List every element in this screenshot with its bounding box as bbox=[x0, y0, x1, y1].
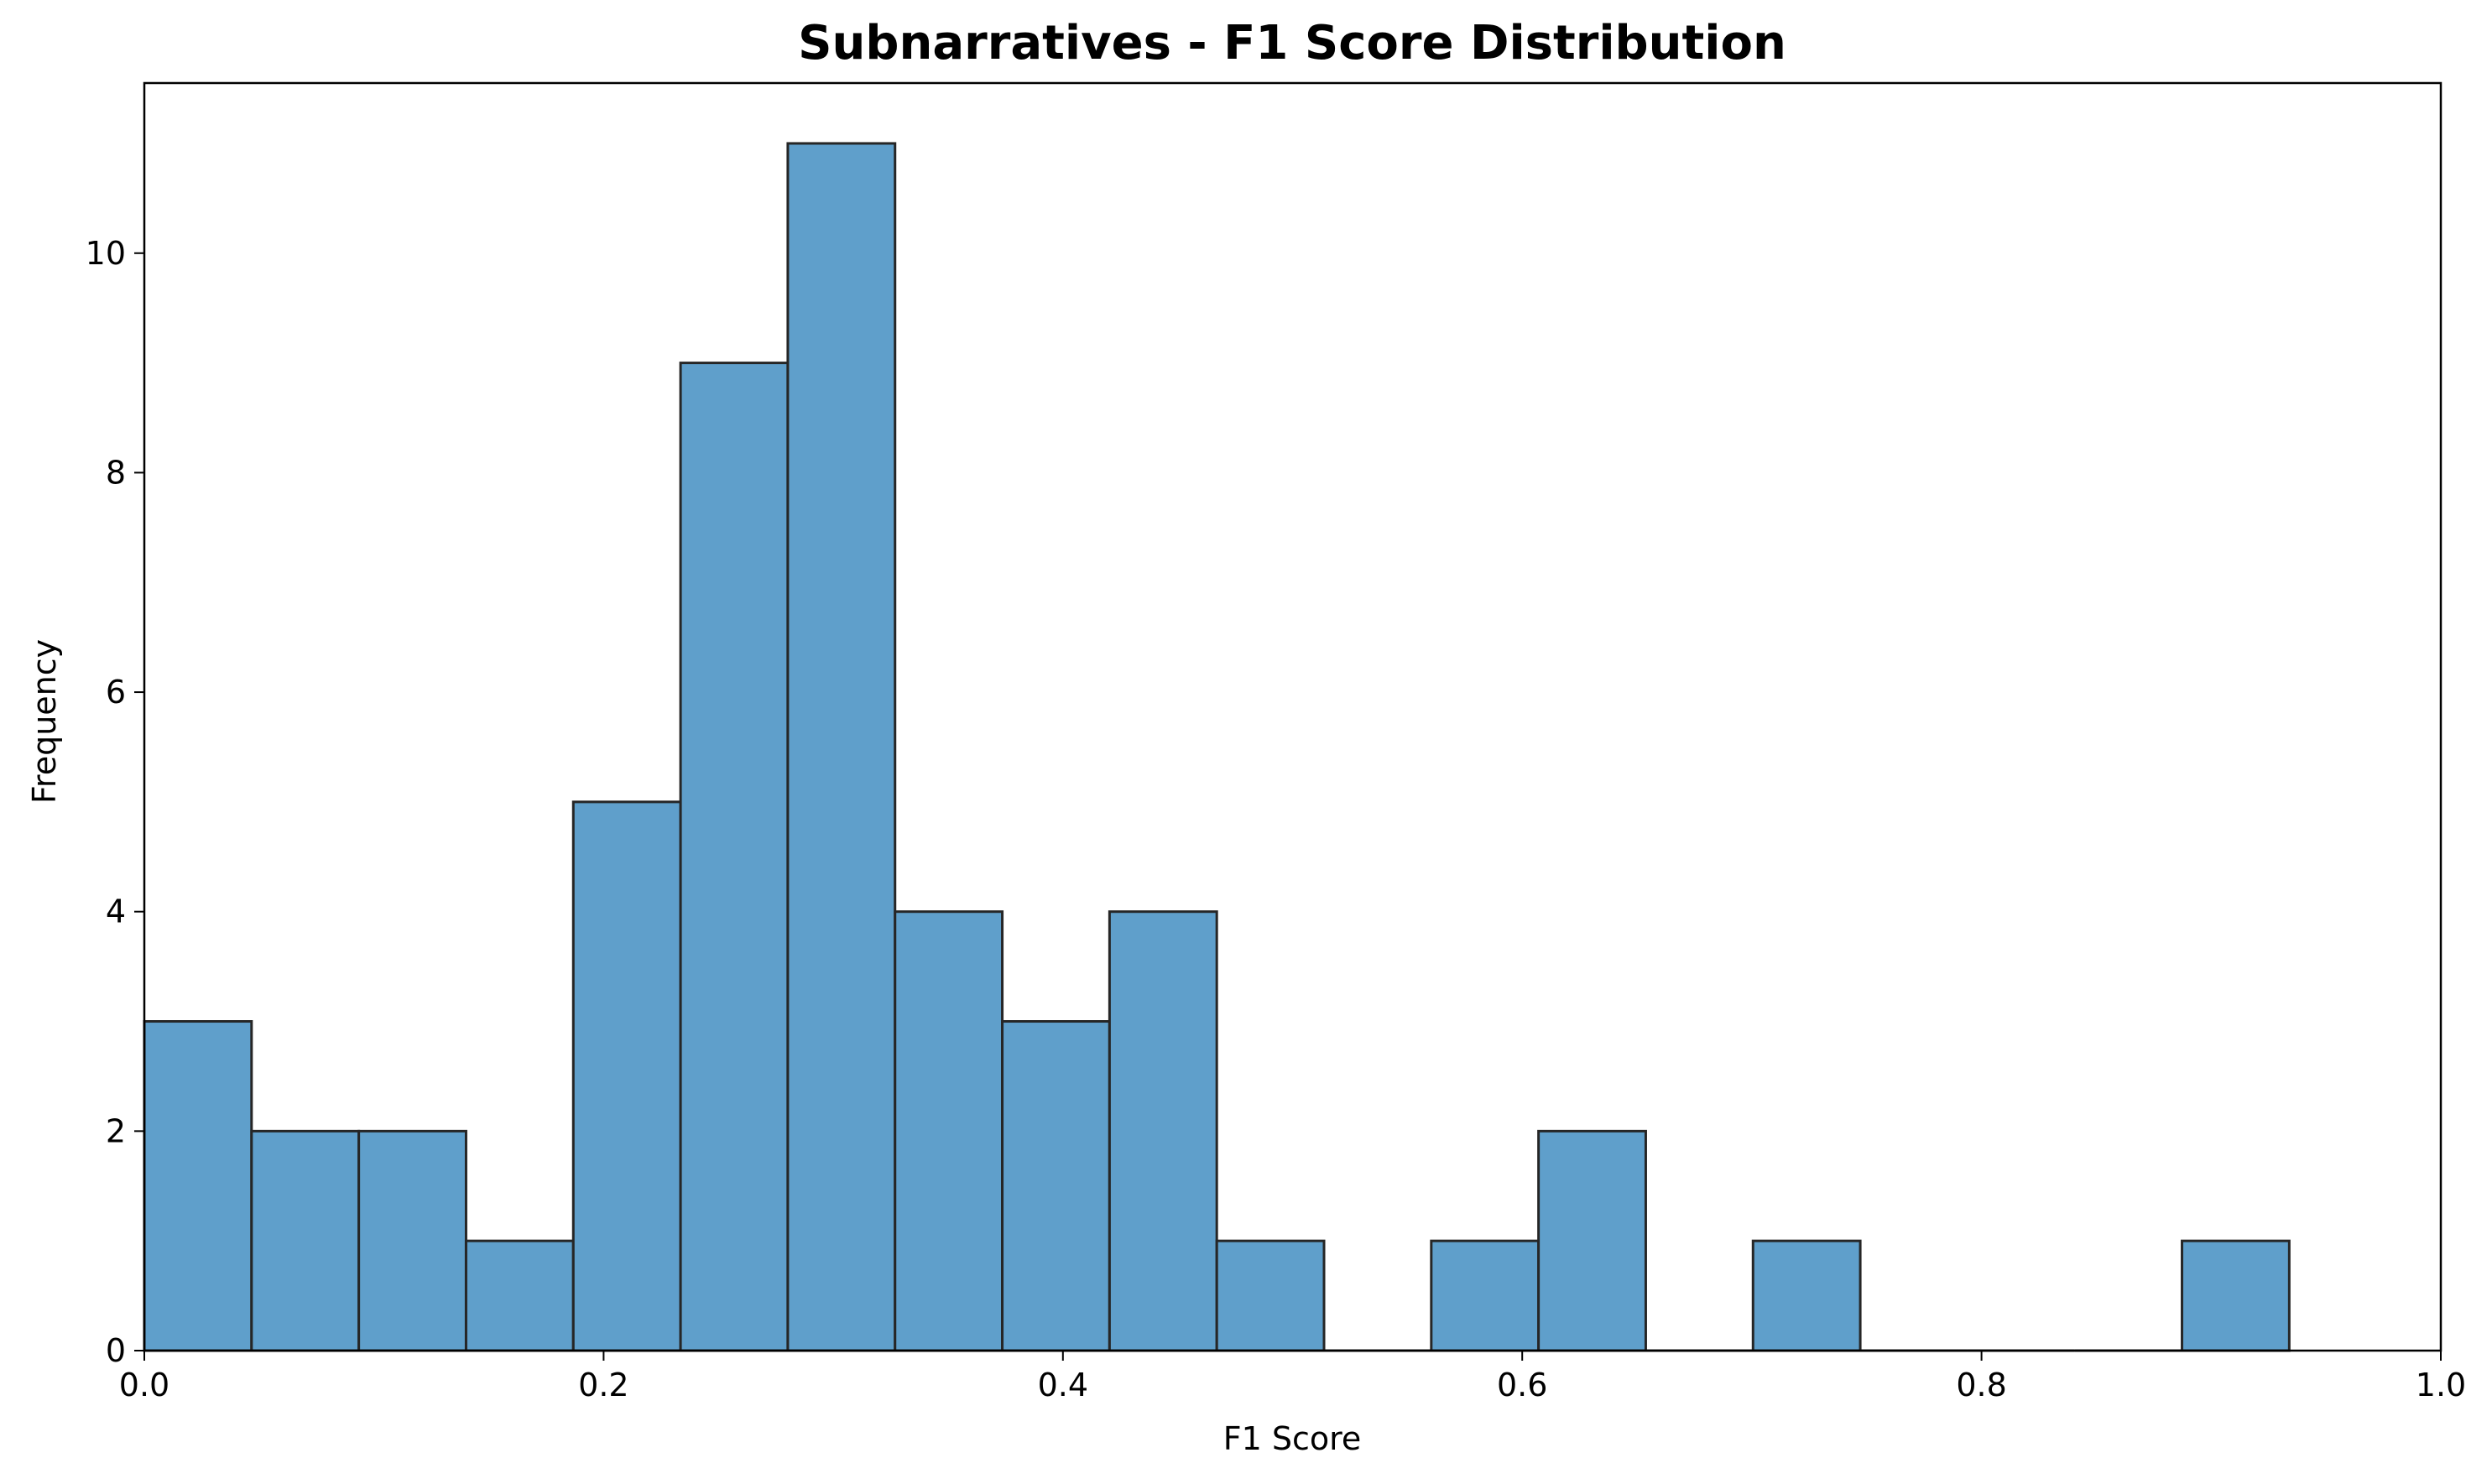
x-tick-label: 1.0 bbox=[2416, 1367, 2466, 1403]
histogram-bar bbox=[1537, 1129, 1647, 1352]
plot-frame bbox=[143, 81, 2442, 1352]
x-axis-label: F1 Score bbox=[1223, 1420, 1362, 1457]
histogram-bar bbox=[1215, 1239, 1326, 1352]
y-axis-label: Frequency bbox=[26, 639, 63, 804]
histogram-bar bbox=[571, 800, 682, 1352]
histogram-bar bbox=[1001, 1020, 1111, 1352]
x-axis-ticks: 0.0 0.2 0.4 0.6 0.8 1.0 bbox=[119, 1351, 2466, 1403]
y-tick-label: 6 bbox=[106, 674, 126, 711]
histogram-bars bbox=[143, 142, 2291, 1352]
histogram-bar bbox=[2181, 1239, 2291, 1352]
histogram-bar bbox=[357, 1129, 467, 1352]
histogram-bar bbox=[464, 1239, 575, 1352]
histogram-bar bbox=[1751, 1239, 1862, 1352]
y-tick-label: 4 bbox=[106, 893, 126, 930]
histogram-bar bbox=[679, 362, 790, 1352]
x-tick-label: 0.6 bbox=[1497, 1367, 1547, 1403]
histogram-bar bbox=[1108, 910, 1218, 1352]
x-tick-label: 0.0 bbox=[119, 1367, 169, 1403]
y-axis-ticks: 0 2 4 6 8 10 bbox=[86, 235, 144, 1369]
histogram-bar bbox=[250, 1129, 361, 1352]
histogram-bar bbox=[894, 910, 1004, 1352]
histogram-bar bbox=[143, 1020, 253, 1352]
histogram-bar bbox=[1430, 1239, 1541, 1352]
y-tick-label: 2 bbox=[106, 1112, 126, 1149]
x-tick-label: 0.4 bbox=[1038, 1367, 1088, 1403]
x-tick-label: 0.8 bbox=[1956, 1367, 2006, 1403]
y-tick-label: 10 bbox=[86, 235, 126, 272]
y-tick-label: 0 bbox=[106, 1332, 126, 1369]
chart-title: Subnarratives - F1 Score Distribution bbox=[798, 16, 1786, 70]
histogram-bar bbox=[786, 142, 897, 1352]
y-tick-label: 8 bbox=[106, 454, 126, 491]
x-tick-label: 0.2 bbox=[578, 1367, 628, 1403]
